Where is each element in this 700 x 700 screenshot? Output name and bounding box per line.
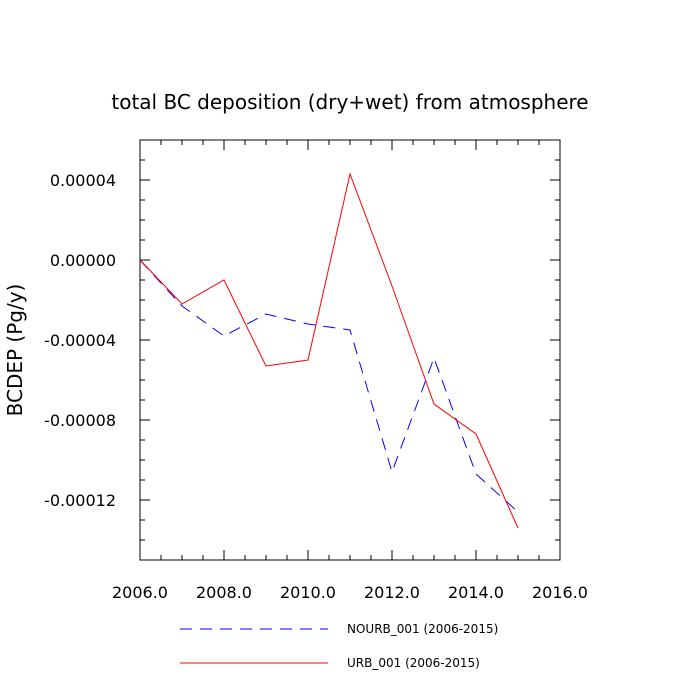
legend-label: URB_001 (2006-2015) (347, 656, 480, 670)
chart-title: total BC deposition (dry+wet) from atmos… (111, 90, 588, 114)
y-tick-label: 0.00000 (50, 251, 116, 270)
x-tick-label: 2012.0 (364, 583, 420, 602)
plot-frame (139, 139, 561, 561)
series-line-nourb-001 (139, 259, 519, 513)
x-tick-label: 2006.0 (112, 583, 168, 602)
x-tick-label: 2008.0 (196, 583, 252, 602)
y-axis-ticks: 0.00004 0.00000 -0.00004 -0.00008 -0.00012 (44, 171, 560, 510)
y-tick-label: 0.00004 (50, 171, 116, 190)
x-tick-label: 2014.0 (448, 583, 504, 602)
y-axis-label: BCDEP (Pg/y) (3, 284, 27, 417)
series-line-urb-001 (139, 172, 519, 529)
y-tick-label: -0.00004 (44, 331, 116, 350)
legend-label: NOURB_001 (2006-2015) (347, 622, 498, 636)
x-tick-label: 2010.0 (280, 583, 336, 602)
series-lines (139, 172, 519, 529)
y-tick-label: -0.00008 (44, 411, 116, 430)
y-tick-label: -0.00012 (44, 491, 116, 510)
x-axis-ticks: 2006.0 2008.0 2010.0 2012.0 2014.0 2016.0 (112, 140, 588, 602)
x-tick-label: 2016.0 (532, 583, 588, 602)
minor-ticks (140, 139, 560, 560)
legend: NOURB_001 (2006-2015) URB_001 (2006-2015) (180, 622, 498, 670)
